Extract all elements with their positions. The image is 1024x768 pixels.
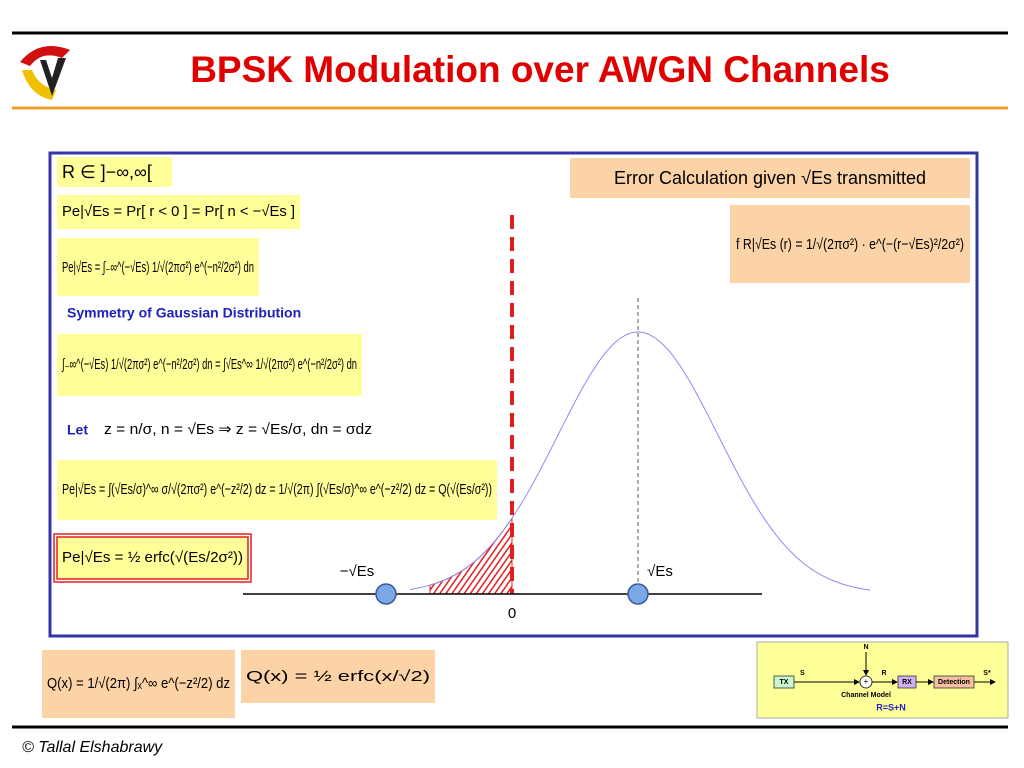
gaussian-plot: −√Es √Es 0 bbox=[243, 215, 871, 622]
domain-box bbox=[57, 157, 172, 187]
equation-label: R=S+N bbox=[876, 702, 906, 712]
formula: Pe|√Es = ∫(√Es/σ)^∞ σ/√(2πσ²) e^(−z²/2) … bbox=[62, 481, 492, 498]
symmetry-heading: Symmetry of Gaussian Distribution bbox=[67, 305, 301, 321]
formula-box bbox=[241, 650, 435, 703]
result-box bbox=[56, 536, 249, 580]
q-erfc: Q(x) = ½ erfc(x/√2) bbox=[246, 668, 430, 685]
r-label: R bbox=[881, 670, 886, 677]
rx-label: RX bbox=[902, 679, 912, 686]
channel-label: Channel Model bbox=[841, 692, 891, 699]
result-formula: Pe|√Es = ½ erfc(√(Es/2σ²)) bbox=[62, 549, 243, 566]
formula-box bbox=[57, 195, 300, 229]
logo bbox=[20, 46, 70, 100]
neg-label: −√Es bbox=[340, 563, 375, 580]
s-star-label: S* bbox=[983, 670, 991, 677]
let-formula: z = n/σ, n = √Es ⇒ z = √Es/σ, dn = σdz bbox=[104, 421, 372, 438]
formula-box bbox=[57, 334, 362, 396]
origin-label: 0 bbox=[508, 605, 516, 622]
pos-label: √Es bbox=[647, 563, 673, 580]
q-function: Q(x) = 1/√(2π) ∫ₓ^∞ e^(−z²/2) dz bbox=[47, 675, 230, 692]
n-label: N bbox=[863, 644, 868, 651]
domain: R ∈ ]−∞,∞[ bbox=[62, 162, 152, 182]
tx-label: TX bbox=[780, 679, 789, 686]
pdf-box bbox=[730, 205, 970, 283]
result-frame bbox=[53, 533, 252, 583]
detection-label: Detection bbox=[938, 679, 970, 686]
channel-diagram: TX S N + R RX Detection S* Channel Model… bbox=[756, 641, 1009, 719]
formula: Pe|√Es = Pr[ r < 0 ] = Pr[ n < −√Es ] bbox=[62, 203, 295, 220]
symbol-point bbox=[375, 583, 397, 605]
formula-box bbox=[57, 460, 497, 520]
let-label: Let bbox=[67, 422, 88, 438]
s-label: S bbox=[800, 670, 805, 677]
formula: Pe|√Es = ∫₋∞^(−√Es) 1/√(2πσ²) e^(−n²/2σ²… bbox=[62, 259, 254, 276]
copyright: © Tallal Elshabrawy bbox=[22, 739, 163, 756]
gaussian-curve bbox=[409, 331, 871, 591]
error-heading-box bbox=[570, 158, 970, 198]
sum-label: + bbox=[864, 677, 869, 686]
formula-box bbox=[42, 650, 235, 718]
formula: ∫₋∞^(−√Es) 1/√(2πσ²) e^(−n²/2σ²) dn = ∫√… bbox=[61, 356, 357, 373]
error-heading: Error Calculation given √Es transmitted bbox=[614, 168, 926, 188]
formula-box bbox=[57, 238, 259, 296]
symbol-point bbox=[627, 583, 649, 605]
pdf-formula: f R|√Es (r) = 1/√(2πσ²) · e^(−(r−√Es)²/2… bbox=[736, 236, 964, 253]
title: BPSK Modulation over AWGN Channels bbox=[190, 49, 890, 90]
